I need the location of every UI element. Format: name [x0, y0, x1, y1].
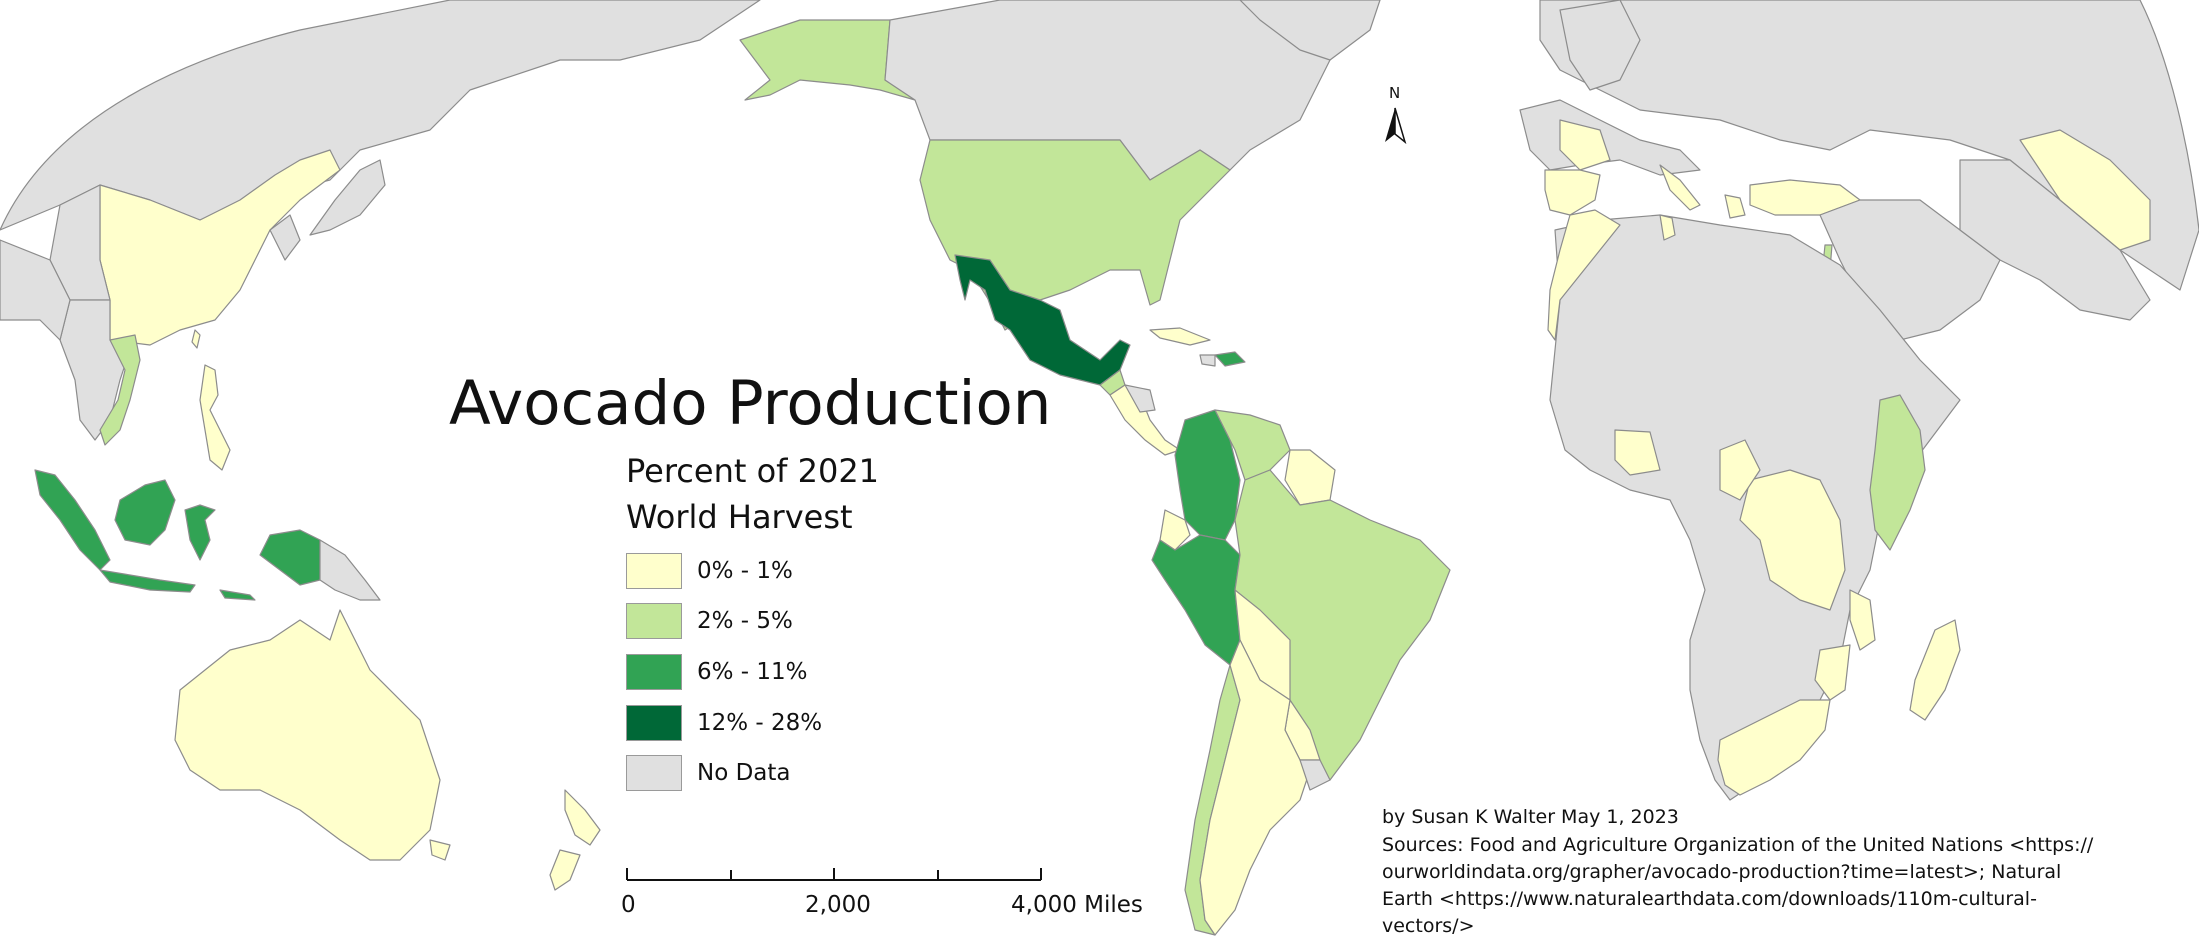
dominican-republic — [1214, 351, 1246, 367]
russia-west — [1539, 0, 2199, 291]
credit-sources-2: ourworldindata.org/grapher/avocado-produ… — [1382, 861, 2062, 883]
tasmania — [429, 839, 451, 861]
scale-label-2000: 2,000 — [805, 892, 871, 918]
west-africa — [1614, 429, 1661, 476]
greenland — [1239, 0, 1381, 61]
argentina — [1199, 639, 1311, 936]
india-right — [2019, 129, 2151, 251]
legend-swatch-1 — [626, 603, 682, 639]
indonesia-java — [99, 569, 196, 593]
united-states — [919, 139, 1231, 331]
scandinavia — [1559, 0, 1641, 91]
legend-item: 6% - 11% — [626, 653, 808, 691]
kenya — [1869, 394, 1926, 551]
legend-label: 2% - 5% — [697, 608, 793, 634]
pacific-basemap — [0, 0, 1451, 936]
legend-item: No Data — [626, 754, 791, 792]
uruguay — [1299, 759, 1331, 791]
cameroon — [1719, 439, 1761, 501]
legend-label: 12% - 28% — [697, 710, 823, 736]
india-edge — [0, 239, 71, 341]
taiwan — [191, 329, 201, 349]
south-africa — [1717, 699, 1831, 796]
scale-label-0: 0 — [621, 892, 636, 918]
peru — [1151, 534, 1241, 666]
scale-label-4000: 4,000 Miles — [1011, 892, 1143, 918]
north-arrow-right — [1394, 107, 1407, 145]
korea — [269, 214, 301, 261]
tunisia — [1659, 214, 1676, 241]
north-label: N — [1389, 84, 1401, 102]
indonesia-sulawesi — [184, 504, 216, 561]
legend-label: 6% - 11% — [697, 659, 808, 685]
france — [1559, 119, 1611, 171]
legend-label: No Data — [697, 760, 791, 786]
ecuador — [1159, 509, 1191, 551]
legend-heading-line2: World Harvest — [626, 498, 853, 536]
greece — [1724, 194, 1746, 219]
legend-swatch-3 — [626, 705, 682, 741]
papua-new-guinea — [319, 539, 381, 601]
western-europe — [1519, 99, 1701, 176]
legend-swatch-4 — [626, 755, 682, 791]
legend-item: 0% - 1% — [626, 552, 793, 590]
philippines — [199, 364, 231, 471]
indonesia-sumatra — [34, 469, 111, 571]
indonesia-papua — [259, 529, 321, 586]
venezuela — [1214, 409, 1291, 481]
north-arrow-left — [1385, 108, 1395, 142]
north-arrow — [1385, 107, 1407, 145]
central-asia — [1959, 159, 2151, 321]
haiti — [1199, 354, 1216, 367]
morocco — [1547, 209, 1621, 341]
legend-item: 12% - 28% — [626, 704, 822, 742]
new-zealand — [564, 789, 601, 846]
credit-sources-1: Sources: Food and Agriculture Organizati… — [1382, 834, 2094, 856]
vietnam — [99, 334, 141, 446]
tanzania — [1849, 589, 1876, 651]
atlantic-basemap — [1519, 0, 2199, 801]
mozambique — [1814, 644, 1851, 701]
credit-sources-3: Earth <https://www.naturalearthdata.com/… — [1382, 888, 2037, 910]
spain — [1544, 169, 1601, 216]
indonesia-isles — [219, 589, 256, 601]
legend-swatch-2 — [626, 654, 682, 690]
madagascar — [1909, 619, 1961, 721]
cuba — [1149, 327, 1211, 346]
credit-author: by Susan K Walter May 1, 2023 — [1382, 806, 1679, 828]
scale-bar — [626, 868, 1042, 881]
japan — [309, 159, 386, 236]
legend-heading-line1: Percent of 2021 — [626, 452, 880, 490]
credit-sources-4: vectors/> — [1382, 915, 1475, 937]
new-zealand-south — [549, 849, 581, 891]
honduras-area — [1124, 384, 1156, 413]
australia — [174, 609, 441, 861]
dr-congo — [1739, 469, 1846, 611]
legend-swatch-0 — [626, 553, 682, 589]
indonesia-borneo — [114, 479, 176, 546]
map-title: Avocado Production — [449, 368, 1052, 439]
legend-item: 2% - 5% — [626, 602, 793, 640]
italy — [1659, 164, 1701, 211]
legend-label: 0% - 1% — [697, 558, 793, 584]
